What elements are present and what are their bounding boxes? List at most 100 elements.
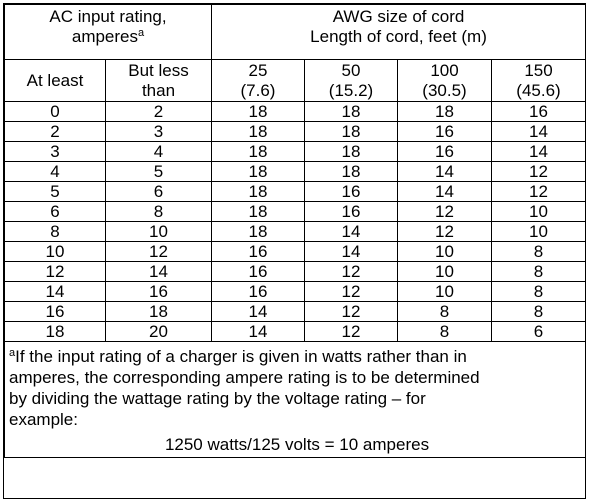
at-least-cell: 12 — [4, 261, 106, 282]
length-m: (15.2) — [328, 81, 374, 100]
ac-rating-line2: amperes — [71, 27, 138, 46]
awg-cell: 16 — [304, 181, 398, 202]
awg-cell: 10 — [397, 241, 492, 262]
awg-cell: 14 — [304, 221, 398, 242]
footnote-mark: a — [9, 347, 16, 359]
awg-line1: AWG size of cord — [332, 7, 465, 26]
table-row: 8 10 18 14 12 10 — [4, 221, 587, 242]
awg-cell: 8 — [490, 301, 587, 322]
awg-cell: 8 — [490, 241, 587, 262]
at-least-cell: 18 — [4, 321, 106, 342]
awg-cell: 12 — [490, 181, 587, 202]
at-least-cell: 0 — [4, 101, 106, 122]
awg-cell: 14 — [397, 181, 492, 202]
awg-cell: 8 — [490, 281, 587, 302]
awg-cell: 18 — [211, 101, 305, 122]
footnote-line1: If the input rating of a charger is give… — [15, 347, 467, 366]
awg-cell: 14 — [211, 301, 305, 322]
awg-cell: 18 — [211, 161, 305, 182]
table-row: 6 8 18 16 12 10 — [4, 201, 587, 222]
awg-cell: 18 — [304, 101, 398, 122]
at-least-cell: 2 — [4, 121, 106, 142]
at-least-cell: 4 — [4, 161, 106, 182]
table-row: 10 12 16 14 10 8 — [4, 241, 587, 262]
awg-cell: 18 — [211, 181, 305, 202]
less-than-cell: 8 — [105, 201, 212, 222]
length-header-150: 150 (45.6) — [490, 59, 587, 102]
awg-cell: 8 — [490, 261, 587, 282]
less-than-cell: 6 — [105, 181, 212, 202]
table-row: 0 2 18 18 18 16 — [4, 101, 587, 122]
awg-cell: 12 — [304, 261, 398, 282]
less-than-cell: 20 — [105, 321, 212, 342]
awg-cell: 16 — [397, 141, 492, 162]
awg-cell: 10 — [490, 221, 587, 242]
length-ft: 150 — [524, 61, 553, 80]
awg-cell: 12 — [397, 201, 492, 222]
less-than-cell: 16 — [105, 281, 212, 302]
table-row: 2 3 18 18 16 14 — [4, 121, 587, 142]
footnote-line2: amperes, the corresponding ampere rating… — [9, 368, 480, 387]
less-than-cell: 3 — [105, 121, 212, 142]
table-row: 4 5 18 18 14 12 — [4, 161, 587, 182]
awg-line2: Length of cord, feet (m) — [310, 27, 487, 46]
awg-cell: 6 — [490, 321, 587, 342]
awg-cell: 16 — [490, 101, 587, 122]
length-ft: 100 — [430, 61, 459, 80]
awg-cell: 12 — [304, 281, 398, 302]
at-least-cell: 6 — [4, 201, 106, 222]
awg-cell: 10 — [490, 201, 587, 222]
awg-cell: 14 — [211, 321, 305, 342]
awg-cell: 14 — [304, 241, 398, 262]
awg-cell: 18 — [304, 161, 398, 182]
at-least-cell: 5 — [4, 181, 106, 202]
less-than-cell: 4 — [105, 141, 212, 162]
less-than-cell: 12 — [105, 241, 212, 262]
length-m: (45.6) — [516, 81, 561, 100]
less-than-cell: 2 — [105, 101, 212, 122]
less-than-cell: 18 — [105, 301, 212, 322]
awg-cell: 18 — [304, 141, 398, 162]
header-row-2: At least But less than 25 (7.6) 50 (15.2) … — [4, 59, 587, 102]
table-row: 3 4 18 18 16 14 — [4, 141, 587, 162]
length-ft: 25 — [248, 61, 268, 80]
at-least-cell: 3 — [4, 141, 106, 162]
awg-cell: 16 — [304, 201, 398, 222]
awg-cell: 18 — [304, 121, 398, 142]
but-less-header: But less than — [105, 59, 212, 102]
ac-rating-line1: AC input rating, — [49, 7, 167, 26]
cord-size-table: AC input rating, amperesa AWG size of co… — [3, 4, 587, 458]
awg-cell: 12 — [304, 321, 398, 342]
awg-cell: 14 — [490, 121, 587, 142]
at-least-cell: 10 — [4, 241, 106, 262]
footnote-mark: a — [138, 27, 145, 39]
awg-cell: 12 — [304, 301, 398, 322]
awg-cell: 10 — [397, 261, 492, 282]
ac-rating-header: AC input rating, amperesa — [4, 4, 212, 60]
awg-cell: 12 — [490, 161, 587, 182]
length-header-50: 50 (15.2) — [304, 59, 398, 102]
cord-size-table-container: AC input rating, amperesa AWG size of co… — [3, 3, 587, 499]
table-row: 14 16 16 12 10 8 — [4, 281, 587, 302]
table-row: 5 6 18 16 14 12 — [4, 181, 587, 202]
awg-cell: 18 — [211, 201, 305, 222]
awg-cell: 18 — [211, 121, 305, 142]
awg-cell: 8 — [397, 301, 492, 322]
length-ft: 50 — [341, 61, 361, 80]
footnote-line3: by dividing the wattage rating by the vo… — [9, 389, 426, 408]
but-less-line1: But less — [128, 61, 189, 80]
footnote-row: aIf the input rating of a charger is giv… — [3, 341, 587, 458]
awg-cell: 10 — [397, 281, 492, 302]
awg-cell: 16 — [211, 241, 305, 262]
at-least-label: At least — [26, 70, 84, 90]
length-header-25: 25 (7.6) — [211, 59, 305, 102]
at-least-cell: 8 — [4, 221, 106, 242]
table-row: 16 18 14 12 8 8 — [4, 301, 587, 322]
awg-cell: 14 — [490, 141, 587, 162]
less-than-cell: 5 — [105, 161, 212, 182]
length-header-100: 100 (30.5) — [397, 59, 492, 102]
less-than-cell: 10 — [105, 221, 212, 242]
at-least-header: At least — [4, 59, 106, 102]
awg-cell: 8 — [397, 321, 492, 342]
footnote-line4: example: — [9, 410, 78, 429]
